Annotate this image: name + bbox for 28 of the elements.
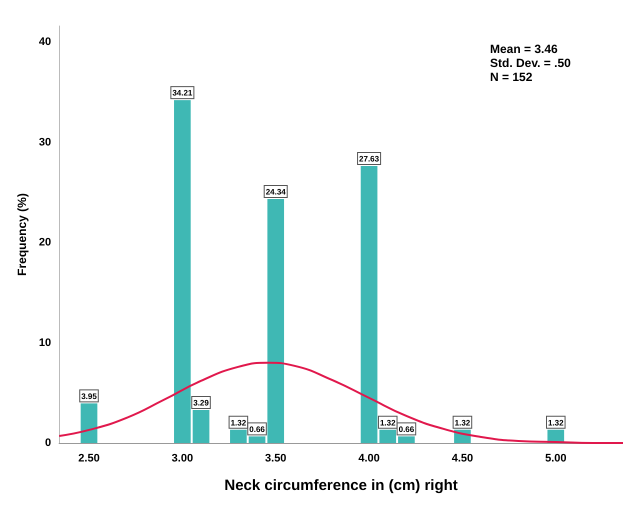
x-tick-label: 4.50 bbox=[452, 452, 474, 464]
x-axis-title: Neck circumference in (cm) right bbox=[224, 477, 458, 494]
y-tick-label: 0 bbox=[45, 437, 52, 449]
x-tick-label: 3.00 bbox=[172, 452, 194, 464]
data-label: 0.66 bbox=[249, 424, 266, 434]
data-label: 1.32 bbox=[380, 418, 396, 428]
y-tick-label: 30 bbox=[38, 136, 52, 148]
x-tick-label: 5.00 bbox=[545, 452, 566, 464]
data-label: 1.32 bbox=[230, 418, 247, 428]
y-tick-label: 20 bbox=[38, 236, 52, 249]
annotation: N = 152 bbox=[490, 70, 533, 84]
y-axis-title: Frequency (%) bbox=[15, 193, 29, 276]
y-tick-label: 10 bbox=[38, 336, 52, 349]
annotation: Std. Dev. = .50 bbox=[490, 56, 572, 70]
x-tick-label: 2.50 bbox=[78, 452, 100, 464]
x-tick-label: 3.50 bbox=[265, 452, 286, 464]
x-tick-label: 4.00 bbox=[358, 452, 380, 464]
data-label: 0.66 bbox=[398, 424, 415, 434]
data-label: 3.29 bbox=[193, 398, 210, 408]
data-label: 34.21 bbox=[172, 88, 193, 98]
line-series bbox=[58, 362, 623, 444]
data-label: 1.32 bbox=[548, 418, 564, 428]
annotation: Mean = 3.46 bbox=[490, 42, 558, 56]
data-label: 27.63 bbox=[359, 154, 380, 164]
data-label: 24.34 bbox=[266, 188, 286, 197]
data-label: 1.32 bbox=[454, 418, 471, 428]
data-label: 3.95 bbox=[81, 392, 98, 401]
y-tick-label: 40 bbox=[38, 36, 52, 48]
